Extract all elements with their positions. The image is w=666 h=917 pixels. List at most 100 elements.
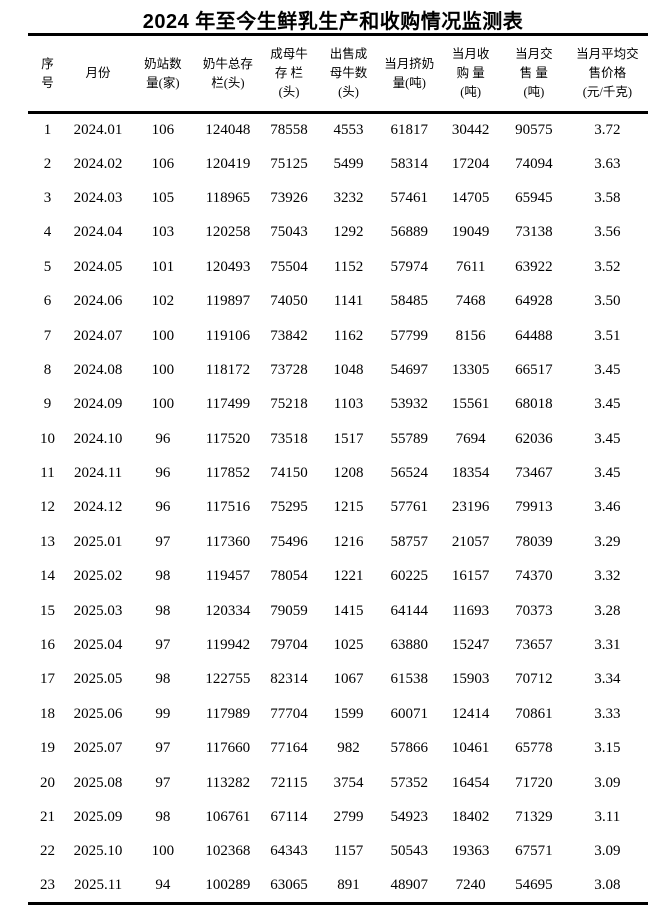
cell-avg-sale-price: 3.72 [594,121,621,138]
cell-index: 8 [43,361,52,378]
cell-milked-volume: 63880 [390,637,429,654]
table-header-row: 序号月份 奶站数 量(家) 奶牛总存 栏(头) 成母牛存 栏 (头) 出售成 母牛数 (头) 当月挤… [28,34,648,113]
cell-month: 2024.07 [73,327,123,344]
table-row: 14 2025.02 98 119457 78054 1221 60225 16157 7437… [28,560,648,594]
column-header-line: 栏(头) [211,75,245,90]
cell-avg-sale-price: 3.51 [594,327,621,344]
column-header-line: 成母牛 [270,47,308,61]
cell-month: 2025.09 [73,809,123,825]
cell-milked-volume: 56889 [390,224,429,241]
cell-index: 12 [40,499,56,516]
cell-adult-cow-herd: 79704 [270,637,308,654]
cell-milked-volume: 60071 [390,705,429,722]
cell-total-herd: 100289 [205,877,251,894]
cell-milked-volume: 57866 [390,740,429,757]
cell-sold-adult-cows: 1221 [333,568,364,585]
cell-station-count: 106 [151,121,175,138]
cell-adult-cow-herd: 75295 [270,499,308,516]
cell-sold-adult-cows: 1152 [333,258,364,275]
cell-sale-volume: 70373 [515,602,553,619]
cell-adult-cow-herd: 75504 [270,258,308,275]
column-header-sold-adult-cows: 出售成 母牛数 (头) [319,35,379,113]
cell-total-herd: 113282 [205,774,251,791]
cell-avg-sale-price: 3.29 [594,533,621,550]
cell-purchase-volume: 10461 [451,740,490,757]
cell-avg-sale-price: 3.56 [594,224,621,241]
table-body: 1 2024.01 106 124048 78558 4553 61817 30442 9057… [28,113,648,904]
cell-avg-sale-price: 3.46 [594,499,621,516]
cell-index: 3 [43,189,52,206]
cell-month: 2024.06 [73,293,123,310]
table-row: 2 2024.02 106 120419 75125 5499 58314 17204 7409… [28,147,648,181]
column-header-line: 量(吨) [392,75,426,90]
cell-sale-volume: 70712 [515,671,553,688]
cell-index: 18 [40,705,56,722]
cell-sold-adult-cows: 2799 [333,809,364,825]
cell-index: 9 [43,396,52,413]
cell-milked-volume: 54923 [390,809,429,825]
cell-sale-volume: 62036 [515,430,553,447]
column-header-line: 存 栏 [274,66,304,80]
cell-purchase-volume: 15561 [451,396,490,413]
cell-purchase-volume: 12414 [451,705,490,722]
cell-station-count: 106 [151,155,175,172]
cell-sold-adult-cows: 1599 [333,705,364,722]
cell-avg-sale-price: 3.11 [594,809,621,825]
cell-adult-cow-herd: 75218 [270,396,308,413]
cell-sold-adult-cows: 1048 [333,361,364,378]
cell-purchase-volume: 7694 [455,430,486,447]
cell-avg-sale-price: 3.31 [594,637,621,654]
cell-adult-cow-herd: 82314 [270,671,308,688]
cell-avg-sale-price: 3.34 [594,671,621,688]
cell-avg-sale-price: 3.33 [594,705,621,722]
cell-adult-cow-herd: 75125 [270,155,308,172]
cell-adult-cow-herd: 79059 [270,602,308,619]
cell-avg-sale-price: 3.63 [594,155,621,172]
cell-avg-sale-price: 3.58 [594,189,621,206]
cell-sold-adult-cows: 1415 [333,602,364,619]
cell-month: 2024.11 [73,465,123,482]
cell-sale-volume: 67571 [515,843,553,860]
cell-milked-volume: 57352 [390,774,429,791]
cell-index: 21 [40,809,56,825]
cell-sale-volume: 64928 [515,293,553,310]
cell-total-herd: 117660 [205,740,251,757]
cell-purchase-volume: 19049 [451,224,490,241]
cell-sold-adult-cows: 3754 [333,774,364,791]
table-row: 8 2024.08 100 118172 73728 1048 54697 13305 6651… [28,353,648,387]
cell-milked-volume: 56524 [390,465,429,482]
cell-sale-volume: 73657 [515,637,553,654]
cell-adult-cow-herd: 74150 [270,465,308,482]
cell-sold-adult-cows: 4553 [333,121,364,138]
cell-index: 15 [40,602,56,619]
table-row: 9 2024.09 100 117499 75218 1103 53932 15561 6801… [28,388,648,422]
table-row: 21 2025.09 98 106761 67114 2799 54923 18402 7132… [28,800,648,834]
cell-total-herd: 117499 [205,396,251,413]
column-header-line: 奶站数 [144,56,182,71]
cell-purchase-volume: 7468 [455,293,486,310]
cell-month: 2025.07 [73,740,123,757]
cell-station-count: 102 [151,293,175,310]
cell-total-herd: 120258 [205,224,251,241]
column-header-index: 序号 [28,35,67,113]
column-header-line: 售 量 [519,66,548,80]
cell-month: 2025.08 [73,774,123,791]
cell-sale-volume: 66517 [515,361,553,378]
cell-adult-cow-herd: 78558 [270,121,308,138]
cell-month: 2025.04 [73,637,123,654]
cell-index: 10 [40,430,56,447]
cell-month: 2024.03 [73,189,123,206]
cell-avg-sale-price: 3.32 [594,568,621,585]
cell-month: 2024.12 [73,499,123,516]
cell-sold-adult-cows: 1141 [333,293,364,310]
cell-sold-adult-cows: 1517 [333,430,364,447]
cell-total-herd: 117852 [205,465,251,482]
cell-month: 2024.05 [73,258,123,275]
cell-station-count: 96 [155,430,171,447]
table-row: 20 2025.08 97 113282 72115 3754 57352 16454 7172… [28,766,648,800]
column-header-line: (头) [278,85,300,99]
cell-sale-volume: 64488 [515,327,553,344]
column-header-line: (头) [338,85,359,99]
cell-milked-volume: 61538 [390,671,429,688]
cell-adult-cow-herd: 77704 [270,705,308,722]
